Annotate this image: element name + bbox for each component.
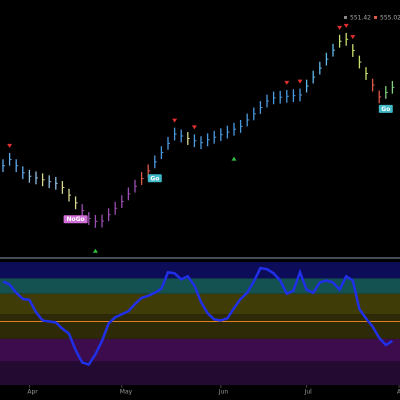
signal-label: Go <box>381 106 390 113</box>
signal-down <box>343 23 349 28</box>
oscillator-line <box>2 266 394 366</box>
x-tick-label: Jul <box>304 389 313 396</box>
oscillator-band <box>0 361 400 385</box>
x-tick-label: Jun <box>218 389 229 396</box>
oscillator-band <box>0 262 400 279</box>
signal-down <box>297 79 303 84</box>
signal-down <box>7 143 13 148</box>
header-label: 555.02 <box>380 15 400 22</box>
signal-label: NoGo <box>66 216 84 223</box>
signal-up <box>92 248 98 253</box>
signal-label-box <box>378 104 393 113</box>
signal-down <box>172 118 178 123</box>
signal-label: Go <box>150 175 159 182</box>
oscillator-band <box>0 293 400 315</box>
oscillator-band <box>0 338 400 362</box>
signal-down <box>337 25 343 30</box>
signal-label-box <box>63 215 88 224</box>
signal-down <box>284 80 290 85</box>
signal-label-box <box>147 174 162 183</box>
x-tick-label: Aug <box>397 389 400 396</box>
header-swatch <box>344 16 347 19</box>
signal-down <box>350 35 356 40</box>
oscillator-band <box>0 278 400 294</box>
signal-down <box>191 125 197 130</box>
x-tick-label: Apr <box>27 389 38 396</box>
header-label: 551.42 <box>350 15 371 22</box>
oscillator-band <box>0 314 400 339</box>
x-tick-label: May <box>120 389 133 396</box>
signal-up <box>231 156 237 161</box>
header-swatch <box>374 16 377 19</box>
